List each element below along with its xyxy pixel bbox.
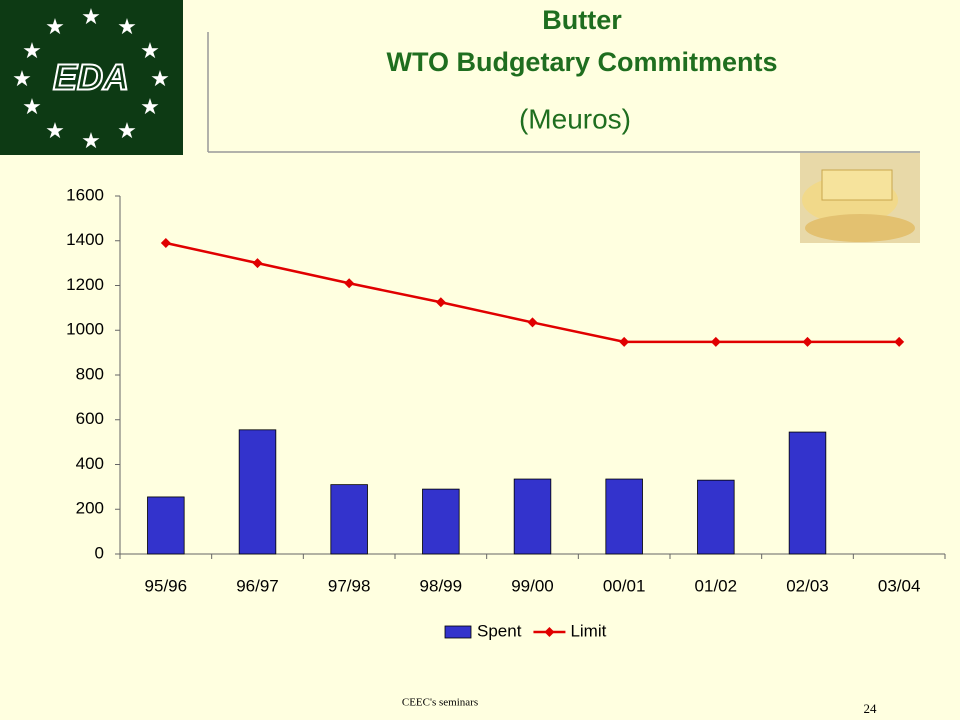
svg-text:★: ★ bbox=[117, 14, 137, 39]
line-marker bbox=[894, 336, 905, 347]
chart: 0 200 400 600 800 1000 1200 1400 1600 95/96 96/97 9… bbox=[66, 185, 946, 640]
x-tick-label: 97/98 bbox=[328, 576, 371, 595]
bar bbox=[330, 484, 368, 555]
legend-label: Limit bbox=[570, 621, 606, 640]
legend-swatch bbox=[444, 625, 472, 639]
y-tick-label: 400 bbox=[76, 454, 104, 473]
y-tick-label: 200 bbox=[76, 499, 104, 518]
x-tick-label: 98/99 bbox=[420, 576, 463, 595]
line-marker bbox=[344, 278, 355, 289]
svg-text:★: ★ bbox=[45, 118, 65, 143]
svg-text:★: ★ bbox=[22, 94, 42, 119]
title: Butter bbox=[542, 5, 622, 35]
unit-label: (Meuros) bbox=[519, 103, 631, 134]
y-tick-label: 1000 bbox=[66, 320, 104, 339]
bar bbox=[147, 496, 185, 555]
legend-label: Spent bbox=[477, 621, 522, 640]
subtitle: WTO Budgetary Commitments bbox=[386, 47, 777, 77]
svg-text:★: ★ bbox=[12, 66, 32, 91]
logo-stars: ★ ★ ★ ★ ★ ★ ★ ★ ★ ★ ★ ★ bbox=[12, 4, 170, 153]
line-marker bbox=[527, 317, 538, 328]
bar bbox=[513, 478, 552, 555]
svg-text:★: ★ bbox=[81, 128, 101, 153]
x-tick-label: 95/96 bbox=[145, 576, 188, 595]
x-tick-label: 01/02 bbox=[695, 576, 738, 595]
y-tick-label: 0 bbox=[95, 543, 104, 562]
bar bbox=[697, 479, 735, 555]
line-marker bbox=[710, 336, 721, 347]
y-tick-label: 600 bbox=[76, 409, 104, 428]
svg-text:★: ★ bbox=[140, 38, 160, 63]
y-tick-label: 1600 bbox=[66, 185, 104, 204]
bar bbox=[422, 488, 460, 555]
y-tick-label: 1200 bbox=[66, 275, 104, 294]
logo-box bbox=[0, 0, 183, 155]
svg-text:★: ★ bbox=[22, 38, 42, 63]
cheese-image bbox=[800, 153, 920, 243]
x-tick-label: 02/03 bbox=[786, 576, 829, 595]
x-tick-label: 00/01 bbox=[603, 576, 646, 595]
bar bbox=[238, 429, 277, 555]
footer: CEEC's seminars bbox=[402, 697, 478, 709]
svg-text:★: ★ bbox=[150, 66, 170, 91]
line-marker bbox=[802, 336, 813, 347]
legend-swatch bbox=[544, 627, 555, 637]
svg-text:★: ★ bbox=[140, 94, 160, 119]
svg-text:★: ★ bbox=[45, 14, 65, 39]
bar bbox=[605, 478, 643, 555]
y-tick-label: 800 bbox=[76, 364, 104, 383]
svg-text:★: ★ bbox=[81, 4, 101, 29]
x-tick-label: 96/97 bbox=[236, 576, 279, 595]
line-marker bbox=[619, 336, 630, 347]
y-tick-label: 1400 bbox=[66, 230, 104, 249]
line-marker bbox=[252, 258, 263, 269]
svg-text:★: ★ bbox=[117, 118, 137, 143]
page-number: 24 bbox=[864, 701, 878, 716]
x-tick-label: 03/04 bbox=[878, 576, 921, 595]
line-marker bbox=[160, 237, 171, 248]
line-marker bbox=[435, 297, 446, 308]
x-tick-label: 99/00 bbox=[511, 576, 554, 595]
logo-text: EDA bbox=[53, 57, 129, 98]
bar bbox=[788, 431, 827, 555]
